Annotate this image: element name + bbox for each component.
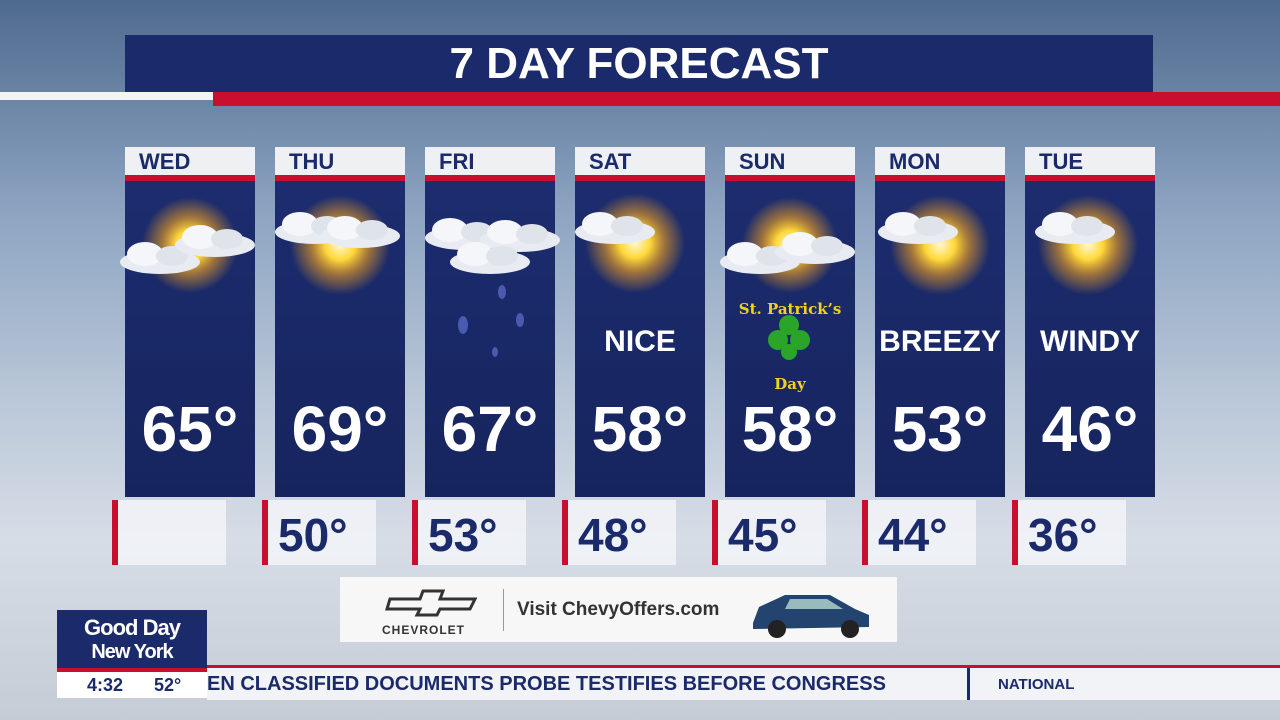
day-name: TUE [1025, 147, 1155, 181]
day-name: THU [275, 147, 405, 181]
condition: NICE [604, 325, 676, 358]
temp: 52° [154, 675, 182, 695]
low-box: 44° [862, 500, 976, 565]
section: NATIONAL [998, 676, 1075, 693]
low-box: 50° [262, 500, 376, 565]
sponsor-text: Visit ChevyOffers.com [517, 599, 720, 620]
brand: CHEVROLET [382, 623, 466, 637]
chevy-bowtie [385, 589, 478, 617]
low-box: 45° [712, 500, 826, 565]
low-box: 53° [412, 500, 526, 565]
low-temp: 45° [728, 509, 798, 561]
low-box [112, 500, 226, 565]
high-temp: 58° [591, 393, 689, 465]
day-name: MON [875, 147, 1005, 181]
ticker-rule [207, 665, 1280, 668]
day-name: SAT [575, 147, 705, 181]
ticker: EN CLASSIFIED DOCUMENTS PROBE TESTIFIES … [207, 668, 967, 700]
low-temp: 36° [1028, 509, 1098, 561]
white-stripe [0, 92, 213, 100]
logo-line: New York [91, 641, 173, 663]
ticker-section: NATIONAL [967, 668, 1280, 700]
low-box: 48° [562, 500, 676, 565]
day-column: SAT NICE 58° [575, 147, 705, 497]
sponsor-box: CHEVROLET Visit ChevyOffers.com [340, 577, 897, 642]
high-temp: 67° [441, 393, 539, 465]
high-temp: 53° [891, 393, 989, 465]
high-temp: 65° [141, 393, 239, 465]
low-temp: 44° [878, 509, 948, 561]
logo: Good Day New York [57, 610, 207, 668]
condition: BREEZY [879, 325, 1001, 358]
low-temp: 53° [428, 509, 498, 561]
high-temp: 69° [291, 393, 389, 465]
low-temp: 50° [278, 509, 348, 561]
time: 4:32 [87, 675, 124, 695]
high-temp: 58° [741, 393, 839, 465]
note: Day [774, 375, 806, 393]
red-stripe [213, 92, 1280, 106]
day-name: FRI [425, 147, 555, 181]
low-temp: 48° [578, 509, 648, 561]
title: 7 DAY FORECAST [125, 35, 1153, 92]
day-name: SUN [725, 147, 855, 181]
clock-bar: 4:32 52° [57, 672, 207, 698]
car [753, 595, 869, 638]
divider [503, 589, 504, 631]
note: St. Patrick’s [738, 300, 842, 318]
day-column: FRI 67° [425, 147, 555, 497]
headline: EN CLASSIFIED DOCUMENTS PROBE TESTIFIES … [207, 673, 886, 695]
day-column: WED 65° [125, 147, 255, 497]
day-column: TUE WINDY 46° [1025, 147, 1155, 497]
logo-rule [57, 668, 207, 672]
logo-line: Good Day [84, 615, 181, 640]
condition: WINDY [1040, 325, 1140, 358]
day-name: WED [125, 147, 255, 181]
high-temp: 46° [1041, 393, 1139, 465]
low-box: 36° [1012, 500, 1126, 565]
